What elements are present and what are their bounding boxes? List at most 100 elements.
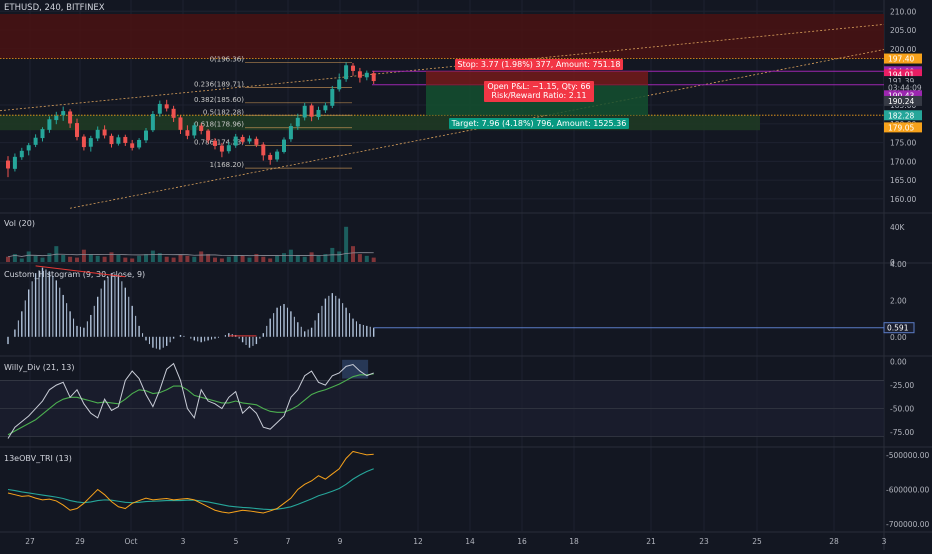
volume-bar [323, 254, 328, 262]
price-badge-label: 190.24 [888, 97, 914, 106]
volume-bar [81, 249, 86, 262]
volume-bar [88, 254, 93, 262]
volume-bar [75, 257, 79, 262]
price-badge [884, 122, 922, 133]
obv-tick-label: -500000.00 [886, 451, 929, 460]
candle-body [81, 136, 86, 148]
price-tick-label: 210.00 [890, 7, 916, 16]
volume-bar [61, 254, 66, 262]
candle-body [12, 156, 17, 169]
fib-level-label: 0.236(189.71) [194, 80, 244, 88]
fib-level-label: 0.382(185.60) [194, 96, 244, 104]
volume-bar [219, 258, 224, 262]
volume-bar [357, 254, 362, 262]
candle-body [54, 115, 59, 121]
candle-body [68, 111, 73, 124]
candle-body [144, 130, 148, 141]
volume-bar [282, 253, 286, 262]
volume-bar [116, 254, 121, 262]
price-tick-label: 160.00 [890, 195, 916, 204]
volume-bar [371, 257, 376, 262]
time-axis-label: Oct [125, 537, 138, 546]
volume-bar [178, 254, 183, 262]
volume-bar [157, 253, 162, 262]
hist-last-badge [883, 322, 915, 334]
volume-bar [316, 255, 321, 262]
volume-bar [26, 251, 31, 262]
price-tick-label: 205.00 [890, 26, 916, 35]
volume-bar [206, 254, 211, 262]
volume-bar [302, 256, 307, 262]
hist-tick-label: 0.00 [890, 333, 907, 342]
candle-body [247, 138, 252, 142]
volume-bar [47, 253, 52, 262]
volume-bar [295, 254, 300, 262]
candle-body [364, 72, 369, 78]
candle-body [47, 119, 52, 130]
willy-slow-line [7, 373, 374, 436]
volume-bar [102, 256, 107, 262]
volume-ma-line [7, 252, 374, 258]
time-axis-label: 9 [338, 537, 343, 546]
candle-body [337, 79, 342, 90]
willy-title: Willy_Div (21, 13) [4, 363, 74, 372]
candle-body [192, 125, 197, 136]
stop-label-text: Stop: 3.77 (1.98%) 377, Amount: 751.18 [457, 60, 620, 69]
volume-bar [268, 258, 273, 262]
candle-body [95, 129, 100, 139]
willy-highlight-box [342, 359, 369, 379]
fib-level-label: 1(168.20) [210, 161, 245, 169]
candle-body [150, 114, 155, 131]
price-badge-label: 03:44:09 [888, 83, 922, 92]
volume-bar [199, 251, 204, 262]
channel-upper-line [0, 23, 885, 112]
candle-body [275, 151, 280, 160]
candle-body [226, 145, 231, 152]
candle-body [288, 126, 293, 140]
fib-level-label: 0(196.36) [210, 55, 245, 63]
price-badge [884, 69, 922, 80]
candle-body [323, 105, 328, 111]
volume-bar [95, 255, 100, 262]
price-badge [884, 90, 922, 101]
time-axis-label: 3 [882, 537, 887, 546]
volume-bar [240, 255, 245, 262]
candle-body [157, 103, 162, 114]
volume-bar [137, 255, 142, 262]
candle-body [302, 105, 307, 118]
volume-bar [130, 258, 135, 262]
candle-body [178, 117, 183, 130]
willy-tick-label: -25.00 [890, 381, 914, 390]
candle-body [261, 144, 266, 156]
obv-fast-line [7, 450, 374, 514]
volume-bar [33, 255, 38, 262]
volume-bar [19, 258, 24, 262]
candle-body [6, 160, 10, 169]
candle-body [19, 150, 24, 158]
time-axis-label: 27 [25, 537, 35, 546]
volume-bar [109, 252, 114, 262]
volume-bar [68, 256, 73, 262]
volume-bar [185, 255, 190, 262]
candle-body [130, 143, 135, 148]
time-axis-label: 18 [569, 537, 579, 546]
fib-level-label: 0.5(182.28) [203, 108, 244, 116]
candle-body [137, 139, 142, 148]
candle-body [330, 88, 335, 106]
volume-bar [123, 257, 128, 262]
price-tick-label: 175.00 [890, 139, 916, 148]
candle-body [26, 145, 31, 151]
volume-bar [226, 256, 231, 262]
candle-body [371, 73, 376, 82]
volume-bar [261, 256, 266, 262]
time-axis-label: 3 [181, 537, 186, 546]
willy-tick-label: -50.00 [890, 405, 914, 414]
target-label: Target: 7.96 (4.18%) 796, Amount: 1525.3… [449, 118, 629, 129]
target-label-text: Target: 7.96 (4.18%) 796, Amount: 1525.3… [451, 119, 627, 128]
volume-bar [247, 257, 252, 262]
candle-body [199, 125, 204, 131]
volume-bar [364, 255, 369, 262]
time-axis-label: 21 [646, 537, 656, 546]
volume-bar [337, 251, 342, 262]
